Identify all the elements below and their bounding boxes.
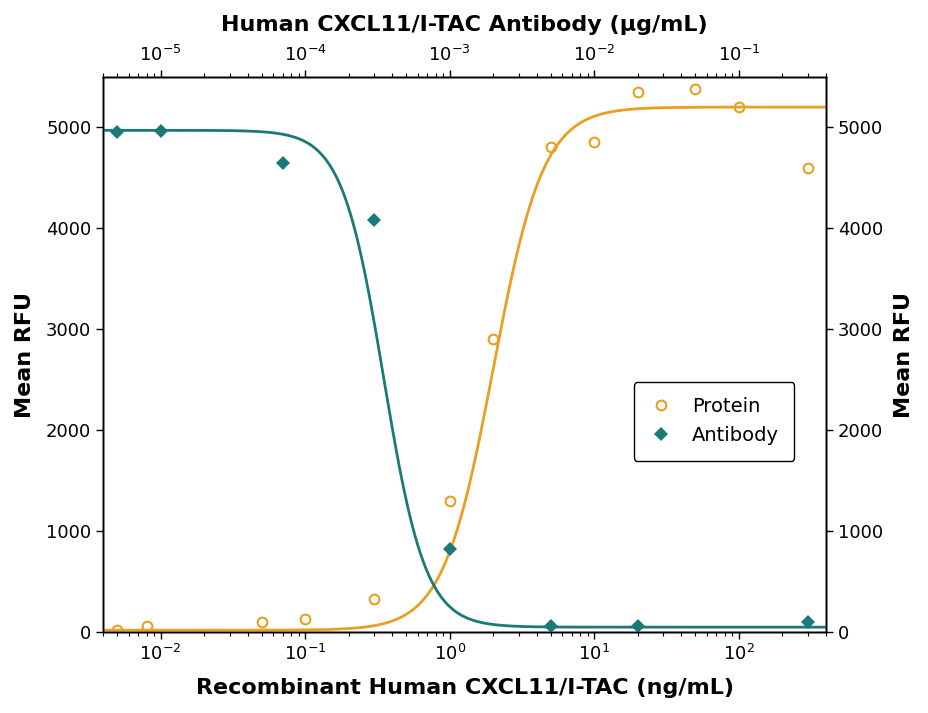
Y-axis label: Mean RFU: Mean RFU [893, 292, 913, 418]
X-axis label: Recombinant Human CXCL11/I-TAC (ng/mL): Recombinant Human CXCL11/I-TAC (ng/mL) [195, 678, 733, 698]
X-axis label: Human CXCL11/I-TAC Antibody (μg/mL): Human CXCL11/I-TAC Antibody (μg/mL) [221, 15, 707, 35]
Legend: Protein, Antibody: Protein, Antibody [633, 381, 793, 461]
Y-axis label: Mean RFU: Mean RFU [15, 292, 35, 418]
